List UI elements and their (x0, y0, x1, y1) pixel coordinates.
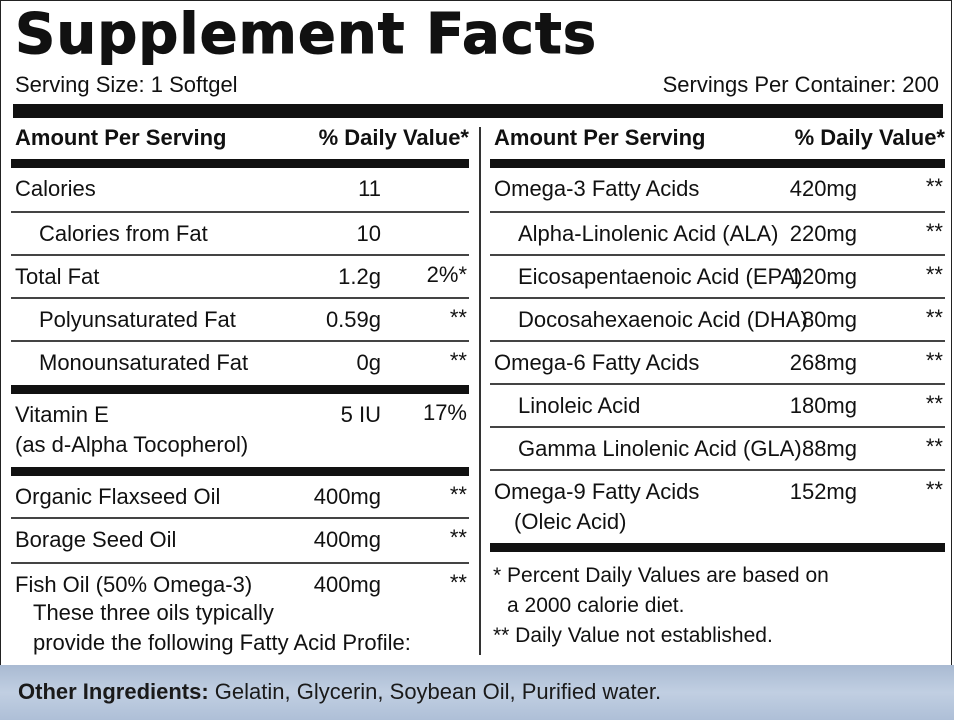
fatty-acid-dv: ** (925, 391, 943, 416)
ingredient-name: Borage Seed Oil (15, 527, 177, 552)
fatty-acid-row-linoleic: Linoleic Acid 180mg ** (490, 385, 945, 428)
nutrient-row-vitamin-e: Vitamin E (as d-Alpha Tocopherol) 5 IU 1… (11, 394, 469, 476)
ingredient-note-line2: provide the following Fatty Acid Profile… (33, 630, 411, 655)
ingredient-row-flaxseed-oil: Organic Flaxseed Oil 400mg ** (11, 476, 469, 519)
fatty-acid-name: Alpha-Linolenic Acid (ALA) (518, 221, 779, 246)
nutrient-dv: ** (449, 348, 467, 373)
fatty-acid-row-omega-3: Omega-3 Fatty Acids 420mg ** (490, 168, 945, 213)
fatty-acid-amount: 80mg (801, 307, 857, 332)
fatty-acid-amount: 152mg (789, 479, 857, 504)
nutrient-dv: 17% (422, 400, 467, 425)
nutrient-name-detail: (as d-Alpha Tocopherol) (15, 432, 249, 457)
ingredient-name: Fish Oil (50% Omega-3) (15, 572, 253, 597)
fatty-acid-dv: ** (925, 477, 943, 502)
fatty-acid-name: Linoleic Acid (518, 393, 641, 418)
fatty-acid-dv: ** (925, 219, 943, 244)
nutrient-name: Monounsaturated Fat (39, 350, 249, 375)
column-divider (479, 127, 481, 655)
ingredient-dv: ** (449, 482, 467, 507)
fatty-acid-name: Docosahexaenoic Acid (DHA) (518, 307, 808, 332)
fatty-acid-amount: 268mg (789, 350, 857, 375)
nutrient-amount: 11 (358, 176, 381, 201)
nutrient-row-calories: Calories 11 (11, 168, 469, 213)
nutrient-dv: 2%* (426, 262, 467, 287)
servings-per-container: Servings Per Container: 200 (662, 72, 939, 97)
fatty-acid-amount: 120mg (789, 264, 857, 289)
fatty-acid-dv: ** (925, 434, 943, 459)
fatty-acid-amount: 180mg (789, 393, 857, 418)
ingredient-dv: ** (449, 525, 467, 550)
ingredient-amount: 400mg (313, 572, 381, 597)
fatty-acid-dv: ** (925, 348, 943, 373)
right-header-amount: Amount Per Serving (494, 125, 706, 150)
right-column: Amount Per Serving % Daily Value* Omega-… (490, 123, 945, 552)
nutrient-name: Calories from Fat (39, 221, 208, 246)
left-table-header: Amount Per Serving % Daily Value* (11, 123, 469, 157)
nutrient-name: Total Fat (15, 264, 100, 289)
ingredient-note-line1: These three oils typically (33, 600, 274, 625)
nutrient-dv: ** (449, 305, 467, 330)
supplement-facts-panel: Supplement Facts Serving Size: 1 Softgel… (0, 0, 952, 665)
left-header-bar (11, 159, 469, 168)
fatty-acid-row-dha: Docosahexaenoic Acid (DHA) 80mg ** (490, 299, 945, 342)
nutrient-name: Vitamin E (15, 402, 109, 427)
ingredient-amount: 400mg (313, 527, 381, 552)
fatty-acid-row-ala: Alpha-Linolenic Acid (ALA) 220mg ** (490, 213, 945, 256)
other-ingredients: Other Ingredients: Gelatin, Glycerin, So… (18, 677, 661, 707)
fatty-acid-name: Gamma Linolenic Acid (GLA) (518, 436, 802, 461)
right-table-header: Amount Per Serving % Daily Value* (490, 123, 945, 157)
fatty-acid-dv: ** (925, 305, 943, 330)
right-header-bar (490, 159, 945, 168)
nutrient-amount: 0g (356, 350, 381, 375)
fatty-acid-name: Omega-6 Fatty Acids (494, 350, 700, 375)
left-column: Amount Per Serving % Daily Value* Calori… (11, 123, 469, 664)
fatty-acid-name: Omega-3 Fatty Acids (494, 176, 700, 201)
ingredient-row-fish-oil: Fish Oil (50% Omega-3) These three oils … (11, 564, 469, 664)
nutrient-amount: 10 (356, 221, 381, 246)
other-ingredients-text: Gelatin, Glycerin, Soybean Oil, Purified… (208, 679, 662, 704)
nutrient-row-polyunsaturated-fat: Polyunsaturated Fat 0.59g ** (11, 299, 469, 342)
right-header-dv: % Daily Value* (794, 125, 945, 150)
ingredient-row-borage-seed-oil: Borage Seed Oil 400mg ** (11, 519, 469, 564)
left-header-amount: Amount Per Serving (15, 125, 227, 150)
ingredient-dv: ** (449, 570, 467, 595)
ingredient-amount: 400mg (313, 484, 381, 509)
nutrient-row-monounsaturated-fat: Monounsaturated Fat 0g ** (11, 342, 469, 394)
fatty-acid-name-detail: (Oleic Acid) (514, 509, 627, 534)
fatty-acid-dv: ** (925, 262, 943, 287)
top-divider-bar (13, 104, 943, 118)
fatty-acid-row-omega-6: Omega-6 Fatty Acids 268mg ** (490, 342, 945, 385)
nutrient-row-calories-from-fat: Calories from Fat 10 (11, 213, 469, 256)
nutrient-name: Calories (15, 176, 96, 201)
left-header-dv: % Daily Value* (318, 125, 469, 150)
nutrient-name: Polyunsaturated Fat (39, 307, 236, 332)
fatty-acid-row-gla: Gamma Linolenic Acid (GLA) 88mg ** (490, 428, 945, 471)
fatty-acid-row-omega-9: Omega-9 Fatty Acids (Oleic Acid) 152mg *… (490, 471, 945, 552)
nutrient-amount: 5 IU (340, 402, 381, 427)
fatty-acid-dv: ** (925, 174, 943, 199)
fatty-acid-row-epa: Eicosapentaenoic Acid (EPA) 120mg ** (490, 256, 945, 299)
fatty-acid-amount: 220mg (789, 221, 857, 246)
fatty-acid-name: Eicosapentaenoic Acid (EPA) (518, 264, 803, 289)
other-ingredients-band: Other Ingredients: Gelatin, Glycerin, So… (0, 665, 954, 720)
fatty-acid-amount: 420mg (789, 176, 857, 201)
nutrient-amount: 1.2g (338, 264, 381, 289)
serving-size: Serving Size: 1 Softgel (15, 72, 238, 97)
footnote-pdv-line1: * Percent Daily Values are based on (493, 564, 829, 587)
footnote-pdv-line2: a 2000 calorie diet. (507, 594, 685, 617)
other-ingredients-label: Other Ingredients: (18, 679, 209, 704)
footnote-dv-not-established: ** Daily Value not established. (493, 624, 773, 647)
fatty-acid-name: Omega-9 Fatty Acids (494, 479, 700, 504)
nutrient-row-total-fat: Total Fat 1.2g 2%* (11, 256, 469, 299)
ingredient-name: Organic Flaxseed Oil (15, 484, 221, 509)
panel-title: Supplement Facts (14, 2, 598, 68)
nutrient-amount: 0.59g (325, 307, 381, 332)
fatty-acid-amount: 88mg (801, 436, 857, 461)
